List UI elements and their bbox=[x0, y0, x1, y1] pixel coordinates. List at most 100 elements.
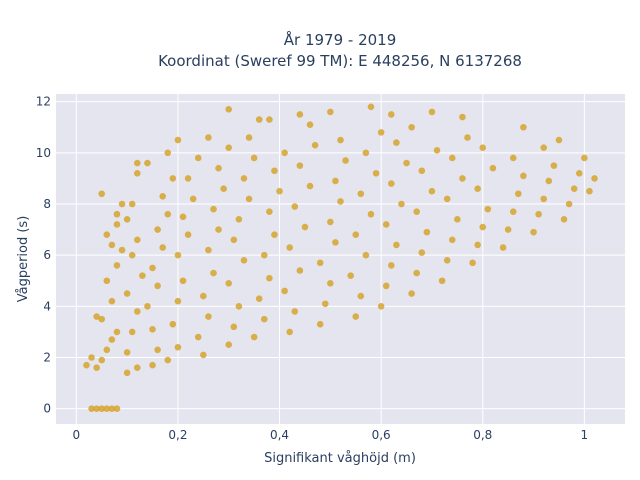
data-point bbox=[408, 123, 415, 131]
data-point bbox=[418, 249, 426, 256]
data-point bbox=[189, 195, 197, 203]
data-point bbox=[474, 185, 481, 192]
data-point bbox=[194, 154, 202, 162]
data-point bbox=[321, 300, 329, 308]
data-point bbox=[509, 208, 517, 215]
data-point bbox=[448, 154, 456, 162]
data-point bbox=[448, 236, 456, 244]
data-point bbox=[291, 203, 299, 210]
data-point bbox=[133, 364, 141, 372]
data-point bbox=[382, 282, 390, 290]
data-point bbox=[408, 290, 415, 297]
data-point bbox=[286, 328, 293, 336]
data-point bbox=[113, 262, 121, 269]
data-point bbox=[362, 251, 370, 259]
y-axis-ticks: 0 2 4 6 8 10 12 bbox=[36, 95, 51, 416]
data-point bbox=[327, 280, 334, 287]
data-point bbox=[484, 205, 492, 213]
data-point bbox=[220, 185, 227, 192]
data-point bbox=[215, 164, 222, 172]
data-point bbox=[210, 269, 217, 277]
data-point bbox=[200, 292, 207, 300]
data-point bbox=[474, 241, 481, 249]
data-point bbox=[98, 190, 106, 198]
data-point bbox=[454, 216, 461, 223]
data-point bbox=[377, 129, 385, 136]
data-point bbox=[550, 162, 558, 169]
data-point bbox=[83, 361, 90, 369]
data-point bbox=[174, 251, 182, 259]
data-point bbox=[103, 277, 111, 285]
x-tick-label: 1 bbox=[581, 428, 589, 442]
data-point bbox=[164, 356, 172, 364]
data-point bbox=[154, 282, 161, 290]
data-point bbox=[169, 320, 177, 328]
data-point bbox=[565, 200, 573, 208]
data-point bbox=[504, 226, 512, 233]
data-point bbox=[108, 297, 116, 305]
chart-title-line2: Koordinat (Sweref 99 TM): E 448256, N 61… bbox=[158, 52, 522, 70]
data-point bbox=[296, 162, 304, 169]
data-point bbox=[306, 121, 314, 128]
data-point bbox=[123, 216, 131, 223]
data-point bbox=[205, 313, 212, 320]
data-point bbox=[225, 144, 233, 152]
data-point bbox=[98, 315, 106, 323]
grid bbox=[56, 94, 625, 424]
data-point bbox=[271, 167, 278, 175]
data-point bbox=[332, 177, 339, 185]
data-point bbox=[357, 190, 365, 198]
data-points bbox=[83, 103, 598, 412]
data-point bbox=[570, 185, 578, 192]
data-point bbox=[225, 106, 233, 113]
data-point bbox=[271, 231, 278, 238]
data-point bbox=[154, 226, 161, 233]
data-point bbox=[266, 208, 273, 215]
data-point bbox=[535, 210, 542, 218]
data-point bbox=[184, 231, 192, 238]
y-tick-label: 6 bbox=[43, 248, 51, 262]
data-point bbox=[301, 223, 309, 231]
data-point bbox=[98, 356, 106, 364]
data-point bbox=[418, 167, 426, 175]
data-point bbox=[499, 244, 507, 251]
data-point bbox=[260, 251, 268, 259]
data-point bbox=[423, 228, 431, 236]
data-point bbox=[545, 177, 553, 185]
data-point bbox=[113, 210, 121, 218]
data-point bbox=[113, 221, 121, 228]
data-point bbox=[296, 267, 304, 274]
y-axis-title: Vågperiod (s) bbox=[16, 216, 31, 303]
data-point bbox=[149, 326, 156, 333]
data-point bbox=[393, 139, 400, 146]
data-point bbox=[479, 144, 487, 152]
data-point bbox=[266, 116, 273, 123]
data-point bbox=[164, 149, 172, 157]
data-point bbox=[281, 149, 288, 157]
data-point bbox=[103, 231, 111, 238]
data-point bbox=[291, 308, 299, 315]
data-point bbox=[260, 315, 268, 323]
data-point bbox=[581, 154, 588, 162]
data-point bbox=[388, 111, 395, 118]
data-point bbox=[103, 346, 111, 354]
data-point bbox=[377, 303, 385, 310]
data-point bbox=[464, 134, 471, 141]
chart-title-line1: År 1979 - 2019 bbox=[284, 30, 397, 49]
data-point bbox=[327, 218, 334, 226]
data-point bbox=[128, 251, 136, 259]
data-point bbox=[413, 269, 421, 277]
data-point bbox=[388, 180, 395, 187]
data-point bbox=[286, 244, 293, 251]
data-point bbox=[469, 259, 476, 267]
data-point bbox=[123, 369, 131, 377]
x-tick-label: 0,4 bbox=[270, 428, 289, 442]
data-point bbox=[530, 228, 537, 236]
data-point bbox=[515, 190, 522, 198]
data-point bbox=[316, 320, 324, 328]
data-point bbox=[443, 195, 451, 203]
data-point bbox=[489, 164, 497, 172]
data-point bbox=[428, 108, 436, 116]
data-point bbox=[108, 336, 116, 343]
data-point bbox=[169, 175, 177, 182]
